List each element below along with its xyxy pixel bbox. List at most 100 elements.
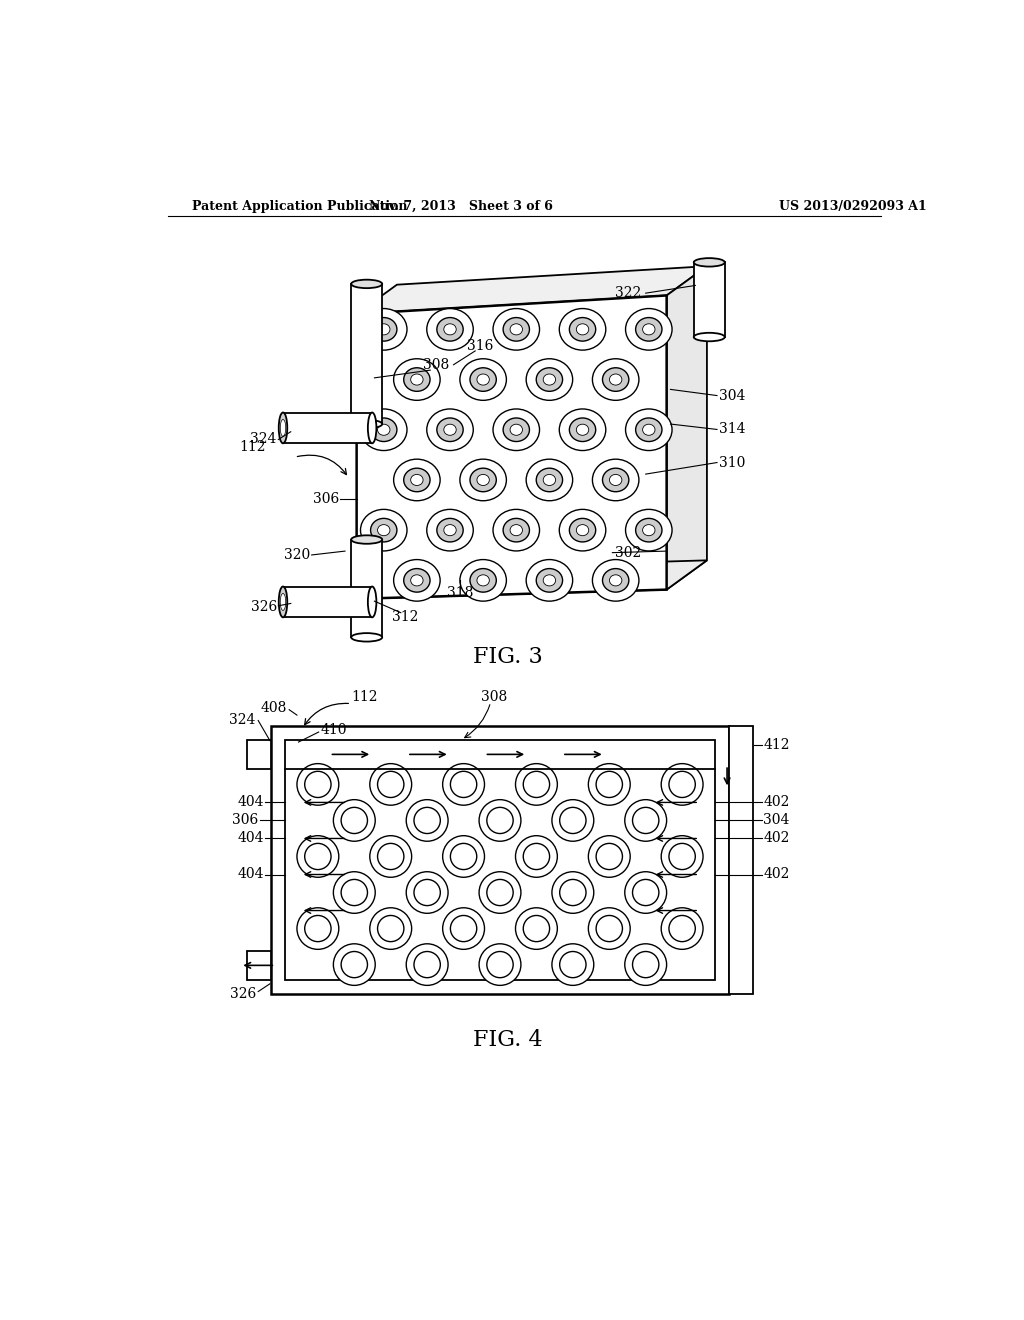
Ellipse shape (626, 409, 672, 450)
Bar (283, 412, 372, 444)
Text: 312: 312 (392, 610, 419, 624)
Bar (283, 586, 372, 618)
Ellipse shape (442, 836, 484, 878)
Ellipse shape (569, 318, 596, 341)
Ellipse shape (370, 763, 412, 805)
Ellipse shape (596, 771, 623, 797)
Ellipse shape (693, 333, 725, 342)
Ellipse shape (403, 469, 430, 492)
Ellipse shape (351, 420, 382, 428)
Ellipse shape (559, 409, 606, 450)
Text: 302: 302 (614, 545, 641, 560)
Bar (729, 726, 754, 994)
Ellipse shape (589, 836, 630, 878)
Text: FIG. 3: FIG. 3 (473, 647, 543, 668)
Ellipse shape (297, 763, 339, 805)
Text: 318: 318 (446, 586, 473, 599)
Ellipse shape (297, 836, 339, 878)
Ellipse shape (460, 560, 507, 601)
Ellipse shape (593, 459, 639, 500)
Ellipse shape (334, 871, 375, 913)
Ellipse shape (662, 763, 703, 805)
Ellipse shape (493, 409, 540, 450)
Ellipse shape (371, 418, 397, 441)
Ellipse shape (370, 908, 412, 949)
Ellipse shape (625, 944, 667, 985)
Text: 322: 322 (614, 286, 641, 300)
Ellipse shape (427, 309, 473, 350)
Ellipse shape (351, 634, 382, 642)
Ellipse shape (593, 359, 639, 400)
Ellipse shape (523, 771, 550, 797)
Ellipse shape (341, 808, 368, 833)
Text: 314: 314 (719, 422, 745, 437)
Ellipse shape (360, 510, 407, 550)
Ellipse shape (510, 524, 522, 536)
Ellipse shape (526, 560, 572, 601)
Ellipse shape (559, 309, 606, 350)
Text: 402: 402 (764, 867, 790, 882)
Text: 410: 410 (321, 723, 347, 737)
Bar (351, 540, 382, 638)
Ellipse shape (526, 359, 572, 400)
Text: 402: 402 (764, 796, 790, 809)
Ellipse shape (552, 944, 594, 985)
Ellipse shape (351, 280, 382, 288)
Ellipse shape (378, 916, 403, 941)
Ellipse shape (515, 836, 557, 878)
Ellipse shape (368, 412, 377, 444)
Ellipse shape (437, 519, 463, 543)
Ellipse shape (559, 510, 606, 550)
Ellipse shape (414, 952, 440, 978)
Ellipse shape (443, 424, 457, 436)
Bar (271, 726, 729, 994)
Ellipse shape (486, 952, 513, 978)
Text: 304: 304 (764, 813, 790, 828)
Ellipse shape (393, 459, 440, 500)
Bar (247, 739, 271, 770)
Ellipse shape (451, 771, 477, 797)
Ellipse shape (577, 524, 589, 536)
Ellipse shape (503, 418, 529, 441)
Polygon shape (356, 296, 667, 599)
Ellipse shape (341, 879, 368, 906)
Polygon shape (667, 267, 707, 590)
Ellipse shape (351, 536, 382, 544)
Ellipse shape (414, 879, 440, 906)
Text: 404: 404 (238, 796, 263, 809)
Bar (693, 263, 725, 337)
Ellipse shape (371, 318, 397, 341)
Ellipse shape (297, 908, 339, 949)
Ellipse shape (552, 871, 594, 913)
Ellipse shape (577, 323, 589, 335)
Ellipse shape (371, 519, 397, 543)
Ellipse shape (609, 374, 622, 385)
Ellipse shape (626, 309, 672, 350)
Bar (247, 950, 271, 979)
Ellipse shape (543, 574, 556, 586)
Ellipse shape (477, 474, 489, 486)
Ellipse shape (360, 409, 407, 450)
Ellipse shape (460, 459, 507, 500)
Ellipse shape (479, 800, 521, 841)
Ellipse shape (537, 569, 562, 593)
Ellipse shape (602, 569, 629, 593)
Ellipse shape (693, 259, 725, 267)
Ellipse shape (378, 843, 403, 870)
Ellipse shape (633, 879, 658, 906)
Ellipse shape (625, 871, 667, 913)
Ellipse shape (636, 519, 662, 543)
Ellipse shape (669, 916, 695, 941)
Ellipse shape (560, 952, 586, 978)
Ellipse shape (437, 418, 463, 441)
Ellipse shape (477, 374, 489, 385)
Ellipse shape (403, 368, 430, 391)
Ellipse shape (479, 871, 521, 913)
Ellipse shape (589, 763, 630, 805)
Ellipse shape (427, 510, 473, 550)
Ellipse shape (510, 424, 522, 436)
Ellipse shape (633, 952, 658, 978)
Ellipse shape (443, 524, 457, 536)
Ellipse shape (407, 871, 449, 913)
Text: 308: 308 (423, 358, 450, 372)
